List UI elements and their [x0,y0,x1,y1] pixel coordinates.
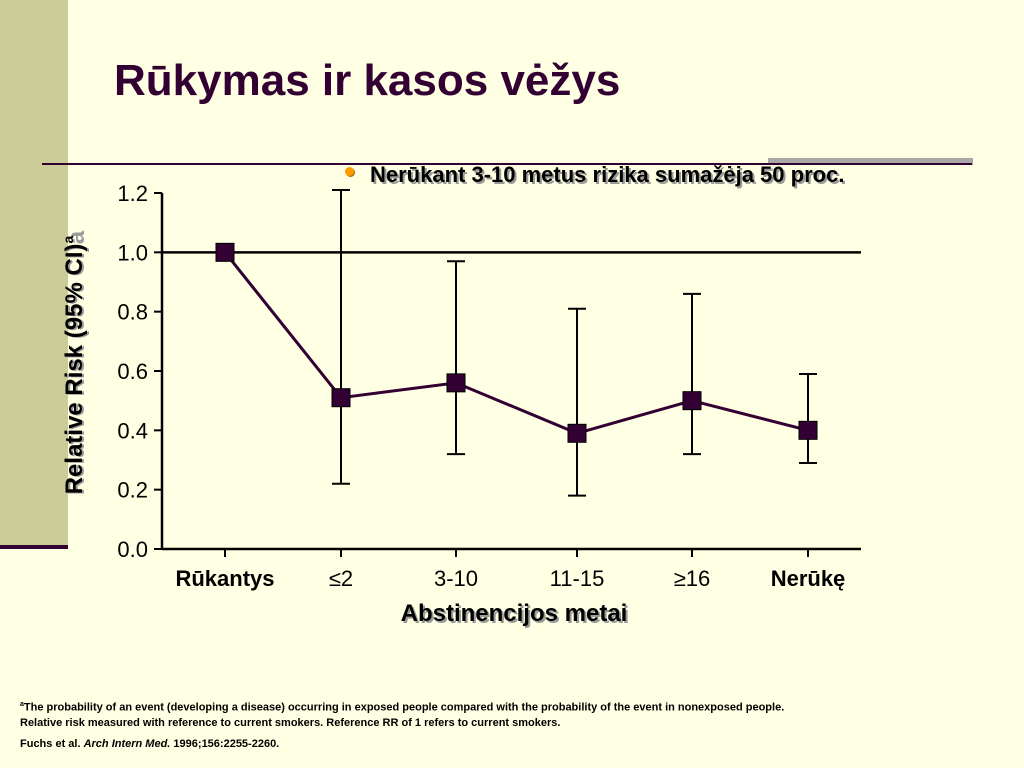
footnote-sup: a [20,701,24,708]
x-tick-label: Rūkantys [175,566,274,591]
series-line [223,251,809,435]
data-point [446,373,466,393]
x-tick-label: ≤2 [329,566,353,591]
x-axis-title-shadow: Abstinencijos metai [403,602,630,629]
x-tick-label: Nerūkę [771,566,846,591]
citation-authors: Fuchs et al. [20,737,84,750]
accent-side-bar [0,0,68,545]
title-rule-shade [768,158,973,165]
y-axis-label: Relative Risk (95% CI) [61,244,88,495]
citation-journal: Arch Intern Med. [83,737,171,750]
y-axis-title-shadow: Relative Risk (95% CI)a [63,230,90,495]
title-divider [42,163,972,165]
data-point [567,423,587,443]
y-axis-title-text: Relative Risk (95% CI)a [60,236,88,495]
citation: Fuchs et al. Arch Intern Med. 1996;156:2… [20,737,1010,752]
bullet-item: Nerūkant 3-10 metus rizika sumažėja 50 p… [345,162,844,188]
y-tick-label: 0.6 [117,359,148,384]
y-tick-label: 0.2 [117,478,148,503]
footnote-line-1: aThe probability of an event (developing… [20,697,1010,716]
side-divider [0,545,68,549]
data-point [331,388,351,408]
data-point [682,391,702,411]
y-axis-label-sup: a [60,236,76,244]
data-point [215,242,235,262]
x-axis-title: Abstinencijos metai [401,600,628,627]
citation-rest: 1996;156:2255-2260. [170,737,280,750]
footnote-text-1: The probability of an event (developing … [23,701,785,714]
x-tick-label: ≥16 [674,566,711,591]
y-tick-label: 1.2 [117,181,148,206]
x-tick-label: 3-10 [434,566,478,591]
bullet-text: Nerūkant 3-10 metus rizika sumažėja 50 p… [370,162,845,187]
bullet-dot-icon [345,167,354,176]
y-tick-label: 0.0 [117,537,148,562]
slide-title: Rūkymas ir kasos vėžys [114,56,621,105]
y-tick-label: 0.4 [117,418,148,443]
y-tick-label: 1.0 [117,240,148,265]
footnote: aThe probability of an event (developing… [20,697,1010,752]
footnote-line-2: Relative risk measured with reference to… [20,716,561,729]
data-point [798,420,818,440]
y-tick-label: 0.8 [117,300,148,325]
x-tick-label: 11-15 [550,566,605,591]
